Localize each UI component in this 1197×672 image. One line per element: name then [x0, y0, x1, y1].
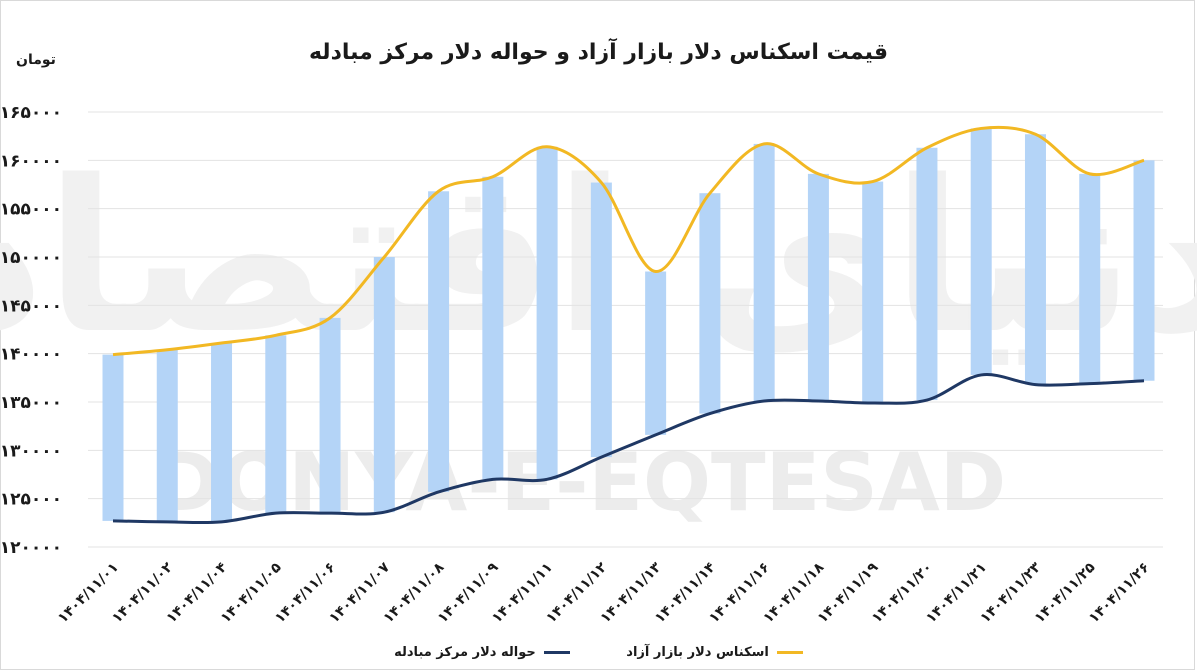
series-lines	[112, 125, 1145, 525]
legend-swatch-free-market	[776, 651, 803, 654]
range-bar	[645, 271, 667, 435]
y-tick-label: ۱۶۰۰۰۰	[0, 151, 62, 171]
range-bar	[970, 128, 992, 375]
range-bar	[862, 181, 884, 403]
range-bar	[211, 343, 233, 522]
series-line-free-market	[112, 125, 1145, 357]
range-bar	[373, 257, 395, 513]
chart-title: قیمت اسکناس دلار بازار آزاد و حواله دلار…	[308, 40, 889, 65]
range-bars	[102, 128, 1155, 522]
range-bar	[319, 317, 341, 514]
y-tick-label: ۱۴۵۰۰۰	[0, 296, 62, 316]
range-bar	[536, 146, 558, 480]
legend-label-free-market: اسکناس دلار بازار آزاد	[626, 645, 769, 660]
range-bar	[265, 335, 287, 514]
range-bar	[590, 182, 612, 458]
y-tick-label: ۱۴۰۰۰۰	[0, 345, 62, 365]
y-tick-label: ۱۵۰۰۰۰	[0, 248, 62, 268]
y-tick-label: ۱۲۰۰۰۰	[0, 538, 62, 558]
y-tick-label: ۱۳۰۰۰۰	[0, 441, 62, 461]
legend-swatch-exchange-center	[543, 651, 570, 654]
series-line-exchange-center	[112, 373, 1145, 525]
range-bar	[807, 173, 829, 402]
range-bar	[482, 176, 504, 480]
x-axis-ticks: ۱۴۰۴/۱۱/۰۱۱۴۰۴/۱۱/۰۲۱۴۰۴/۱۱/۰۴۱۴۰۴/۱۱/۰۵…	[55, 559, 1153, 626]
range-bar	[102, 354, 124, 521]
legend-label-exchange-center: حواله دلار مرکز مبادله	[394, 645, 536, 660]
range-bar	[1079, 173, 1101, 384]
range-bar	[753, 143, 775, 402]
y-axis-ticks: ۱۲۰۰۰۰ ۱۲۵۰۰۰ ۱۳۰۰۰۰ ۱۳۵۰۰۰ ۱۴۰۰۰۰ ۱۴۵۰۰۰ ۱۵۰۰…	[0, 103, 62, 558]
range-bar	[156, 349, 178, 522]
y-tick-label: ۱۳۵۰۰۰	[0, 393, 62, 413]
range-bar	[916, 147, 938, 401]
range-bar	[1133, 160, 1155, 381]
y-tick-label: ۱۲۵۰۰۰	[0, 490, 62, 510]
unit-label: تومان	[16, 52, 56, 68]
y-tick-label: ۱۶۵۰۰۰	[0, 103, 62, 123]
range-bar	[699, 193, 721, 414]
y-tick-label: ۱۵۵۰۰۰	[0, 200, 62, 220]
legend-item-free-market: اسکناس دلار بازار آزاد	[626, 645, 803, 660]
legend: اسکناس دلار بازار آزاد حواله دلار مرکز م…	[0, 643, 1197, 660]
legend-item-exchange-center: حواله دلار مرکز مبادله	[394, 645, 570, 660]
range-bar	[1024, 134, 1046, 385]
range-bar	[428, 191, 450, 492]
